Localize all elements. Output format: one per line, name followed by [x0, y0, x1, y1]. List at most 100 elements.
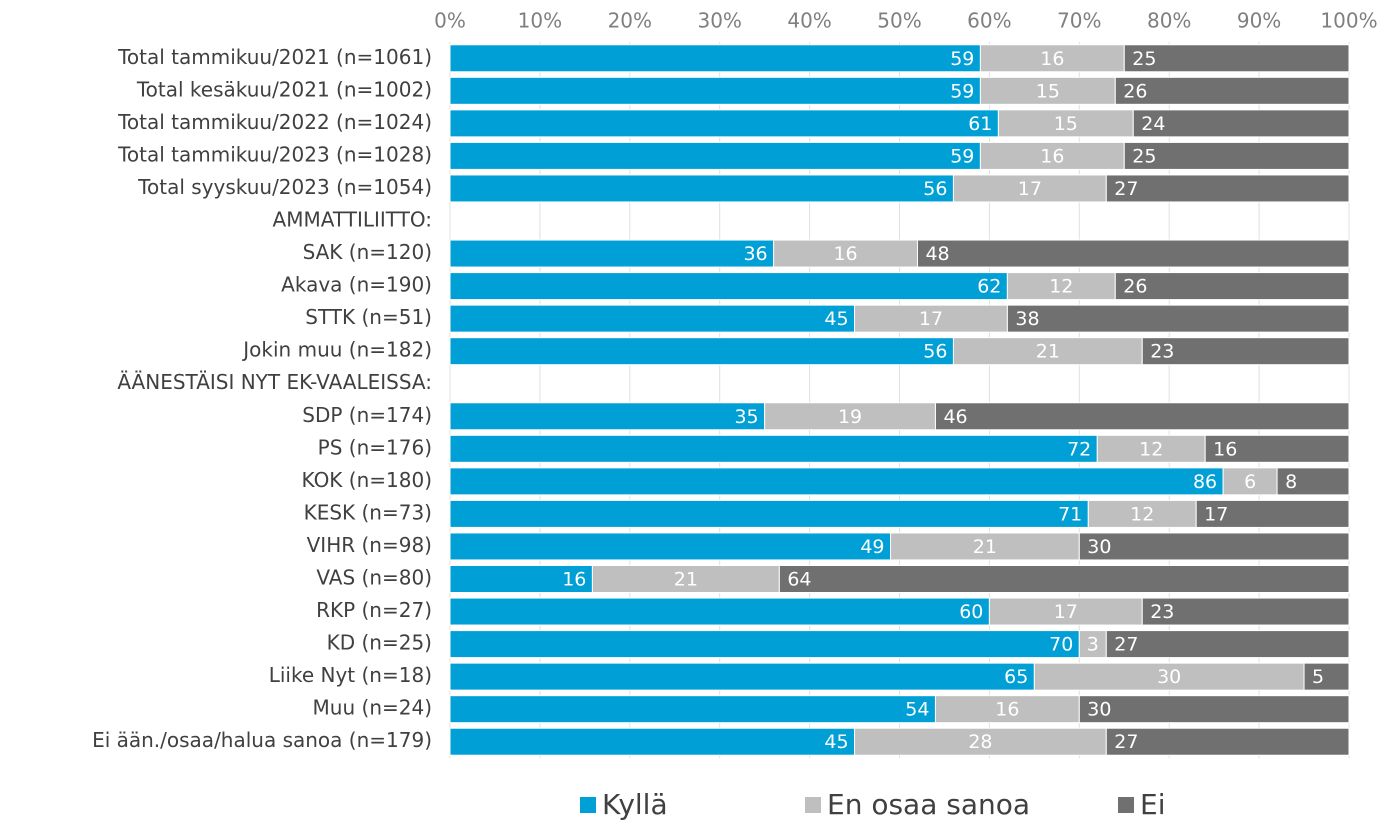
bar-segment [1141, 597, 1350, 626]
data-label: 49 [860, 536, 884, 558]
data-label: 45 [824, 731, 848, 753]
y-tick-label: Total kesäkuu/2021 (n=1002) [136, 77, 432, 101]
data-label: 48 [925, 243, 949, 265]
data-label: 16 [1040, 48, 1064, 70]
bar-segment [934, 695, 1080, 724]
bar-segment [449, 532, 892, 561]
data-label: 16 [1040, 145, 1064, 167]
data-label: 24 [1141, 113, 1165, 135]
bar-segment [1132, 109, 1350, 138]
data-label: 26 [1123, 80, 1147, 102]
data-label: 16 [833, 243, 857, 265]
bar-segment [1123, 141, 1350, 170]
data-label: 15 [1036, 80, 1060, 102]
bar-segment [1105, 174, 1350, 203]
bar-segment [591, 565, 780, 593]
bar-segment [1195, 499, 1350, 528]
data-label: 21 [973, 536, 997, 558]
bar-segment [1303, 662, 1350, 691]
bar-segment [1078, 630, 1107, 659]
data-label: 21 [1036, 341, 1060, 363]
bar-segment [449, 499, 1089, 528]
bar-segment [449, 44, 981, 73]
bar-segment [449, 337, 954, 366]
y-tick-label: RKP (n=27) [316, 598, 432, 622]
bar-segment [778, 565, 1350, 593]
data-label: 26 [1123, 276, 1147, 298]
bar-segment [1114, 76, 1350, 105]
y-tick-label: VIHR (n=98) [307, 533, 432, 557]
x-tick-label: 20% [608, 9, 652, 33]
y-tick-label: PS (n=176) [318, 435, 432, 459]
data-label: 60 [959, 601, 983, 623]
y-tick-label: STTK (n=51) [305, 305, 432, 329]
data-label: 5 [1312, 666, 1324, 688]
x-tick-label: 80% [1147, 9, 1191, 33]
bar-segment [1033, 662, 1305, 691]
data-label: 64 [787, 569, 811, 591]
data-label: 59 [950, 80, 974, 102]
data-label: 12 [1130, 503, 1154, 525]
bar-segment [952, 337, 1143, 366]
bar-segment [1078, 695, 1350, 724]
data-label: 23 [1150, 341, 1174, 363]
bar-segment [952, 174, 1107, 203]
bar-segment [1087, 499, 1197, 528]
x-tick-label: 100% [1320, 9, 1377, 33]
bar-segment [1141, 337, 1350, 366]
bar-segment [449, 239, 775, 268]
data-label: 28 [968, 731, 992, 753]
data-label: 23 [1150, 601, 1174, 623]
y-tick-label: ÄÄNESTÄISI NYT EK-VAALEISSA: [117, 370, 432, 394]
data-label: 25 [1132, 145, 1156, 167]
bar-segment [449, 467, 1224, 496]
y-tick-label: Jokin muu (n=182) [241, 338, 432, 362]
bar-segment [449, 662, 1035, 691]
data-label: 17 [1018, 178, 1042, 200]
data-label: 17 [1204, 503, 1228, 525]
x-tick-label: 10% [518, 9, 562, 33]
data-label: 86 [1193, 471, 1217, 493]
y-tick-label: VAS (n=80) [316, 566, 432, 590]
bar-segment [979, 141, 1125, 170]
data-label: 25 [1132, 48, 1156, 70]
bar-segment [854, 727, 1107, 756]
legend-swatch [805, 797, 821, 813]
data-label: 27 [1114, 178, 1138, 200]
legend-swatch [1118, 797, 1134, 813]
x-tick-label: 0% [434, 9, 466, 33]
bar-segment [449, 304, 856, 333]
bar-segment [449, 630, 1080, 659]
data-label: 8 [1285, 471, 1297, 493]
legend-swatch [580, 797, 596, 813]
data-label: 12 [1139, 438, 1163, 460]
bar-segment [449, 174, 954, 203]
legend-label: En osaa sanoa [827, 788, 1030, 821]
bar-segment [449, 727, 856, 756]
y-tick-label: Akava (n=190) [281, 273, 432, 297]
bar-segment [1006, 272, 1116, 301]
bar-segment [979, 44, 1125, 73]
y-tick-label: KESK (n=73) [304, 500, 432, 524]
data-label: 15 [1054, 113, 1078, 135]
data-label: 35 [734, 406, 758, 428]
bar-segment [449, 565, 593, 593]
y-tick-label: KD (n=25) [327, 631, 432, 655]
data-label: 27 [1114, 731, 1138, 753]
bar-segment [764, 402, 936, 431]
y-tick-label: SAK (n=120) [303, 240, 432, 264]
bar-segment [449, 695, 936, 724]
y-tick-label: Liike Nyt (n=18) [269, 663, 432, 687]
bar-segment [773, 239, 918, 268]
data-label: 46 [943, 406, 967, 428]
bar-segment [449, 272, 1008, 301]
data-label: 54 [905, 699, 929, 721]
y-tick-label: SDP (n=174) [302, 403, 432, 427]
bar-segment [1204, 434, 1350, 463]
data-label: 19 [838, 406, 862, 428]
y-tick-label: Total tammikuu/2023 (n=1028) [117, 142, 432, 166]
bar-segment [979, 76, 1116, 105]
data-label: 59 [950, 145, 974, 167]
bar-segment [988, 597, 1143, 626]
